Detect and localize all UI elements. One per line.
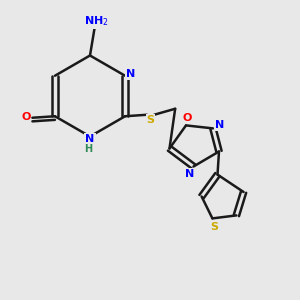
Text: N: N [185, 169, 194, 179]
Text: S: S [210, 222, 218, 232]
Text: N: N [215, 120, 224, 130]
Text: N: N [85, 134, 94, 144]
Text: N: N [126, 69, 135, 79]
Text: S: S [147, 115, 154, 125]
Text: NH$_2$: NH$_2$ [84, 14, 108, 28]
Text: O: O [182, 113, 192, 124]
Text: O: O [21, 112, 31, 122]
Text: H: H [84, 144, 93, 154]
